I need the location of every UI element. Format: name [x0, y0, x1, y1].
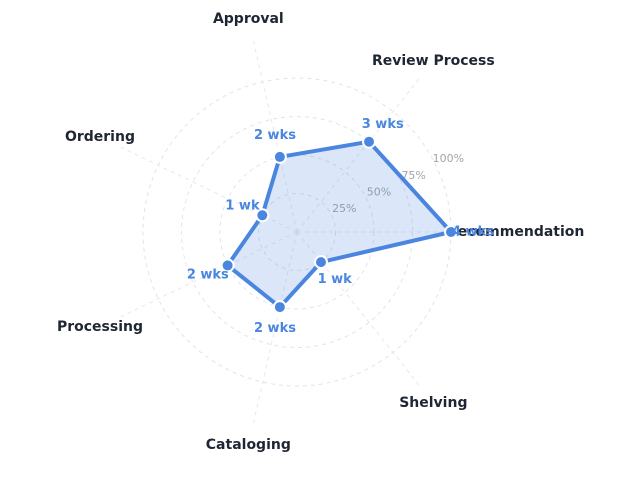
value-label: 3 wks [362, 117, 404, 132]
radar-point [444, 225, 458, 239]
value-label: 4 wks [452, 225, 494, 240]
value-label: 2 wks [254, 321, 296, 336]
radar-point [362, 134, 377, 149]
grid-ring [258, 193, 336, 271]
value-label: 1 wk [318, 272, 353, 287]
axis-line [252, 231, 298, 423]
category-label: Processing [57, 319, 143, 335]
category-label: Approval [213, 11, 284, 27]
value-label: 2 wks [254, 128, 296, 143]
category-label: Review Process [372, 53, 495, 69]
radar-point [272, 149, 287, 164]
radar-point [272, 300, 287, 315]
axis-line [296, 78, 420, 233]
radar-point [314, 255, 329, 270]
value-label: 1 wk [225, 198, 260, 213]
r-tick-label: 25% [332, 202, 356, 215]
radar-area [225, 139, 453, 310]
radar-point [220, 258, 235, 273]
r-tick-label: 100% [433, 152, 464, 165]
radar-point [255, 208, 270, 223]
value-label: 2 wks [187, 267, 229, 282]
axis-line [120, 231, 298, 318]
r-tick-label: 50% [367, 186, 391, 199]
category-label: Shelving [399, 395, 467, 411]
axis-line [252, 41, 298, 233]
category-label: Cataloging [206, 437, 291, 453]
category-label: Ordering [65, 129, 135, 145]
r-tick-label: 75% [401, 169, 425, 182]
category-label: Recommendation [447, 224, 584, 240]
